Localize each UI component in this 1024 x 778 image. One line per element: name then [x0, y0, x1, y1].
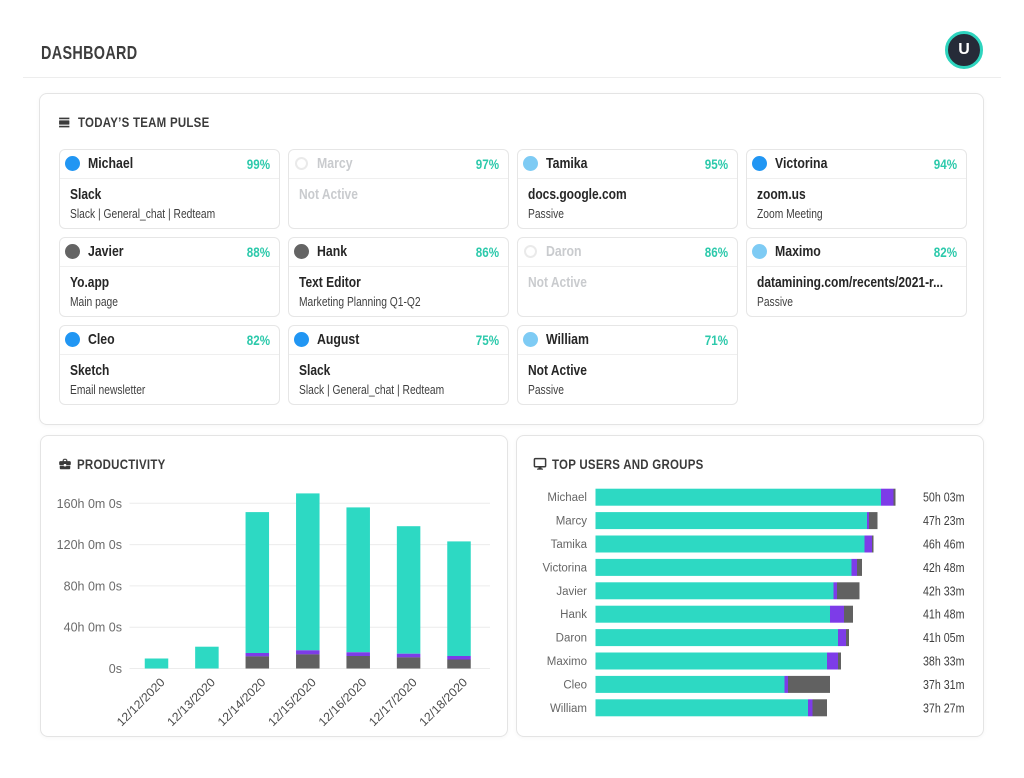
svg-text:12/16/2020: 12/16/2020 — [316, 675, 370, 729]
svg-text:12/17/2020: 12/17/2020 — [366, 675, 420, 729]
svg-text:Hank: Hank — [560, 609, 587, 621]
svg-text:12/18/2020: 12/18/2020 — [416, 675, 470, 729]
svg-text:47h 23m: 47h 23m — [923, 513, 965, 528]
svg-text:41h 05m: 41h 05m — [923, 630, 965, 645]
svg-text:12/12/2020: 12/12/2020 — [114, 675, 168, 729]
svg-text:Cleo: Cleo — [563, 679, 587, 691]
svg-text:Michael: Michael — [547, 492, 587, 504]
svg-text:38h 33m: 38h 33m — [923, 654, 965, 669]
svg-text:37h 27m: 37h 27m — [923, 700, 965, 715]
svg-text:William: William — [550, 703, 587, 715]
svg-text:41h 48m: 41h 48m — [923, 607, 965, 622]
svg-text:12/14/2020: 12/14/2020 — [215, 675, 269, 729]
svg-text:80h 0m 0s: 80h 0m 0s — [64, 579, 122, 593]
svg-text:Marcy: Marcy — [556, 516, 588, 528]
svg-text:50h 03m: 50h 03m — [923, 490, 965, 505]
svg-text:0s: 0s — [109, 662, 122, 676]
svg-text:12/13/2020: 12/13/2020 — [164, 675, 218, 729]
svg-text:Javier: Javier — [556, 586, 587, 598]
svg-text:46h 46m: 46h 46m — [923, 537, 965, 552]
svg-text:Tamika: Tamika — [551, 539, 588, 551]
svg-text:120h 0m 0s: 120h 0m 0s — [57, 538, 122, 552]
svg-text:Victorina: Victorina — [542, 562, 587, 574]
svg-text:Maximo: Maximo — [547, 656, 587, 668]
svg-text:42h 48m: 42h 48m — [923, 560, 965, 575]
svg-text:37h 31m: 37h 31m — [923, 677, 965, 692]
svg-text:Daron: Daron — [556, 633, 587, 645]
svg-text:40h 0m 0s: 40h 0m 0s — [64, 621, 122, 635]
svg-text:160h 0m 0s: 160h 0m 0s — [57, 497, 122, 511]
svg-text:42h 33m: 42h 33m — [923, 583, 965, 598]
svg-text:12/15/2020: 12/15/2020 — [265, 675, 319, 729]
